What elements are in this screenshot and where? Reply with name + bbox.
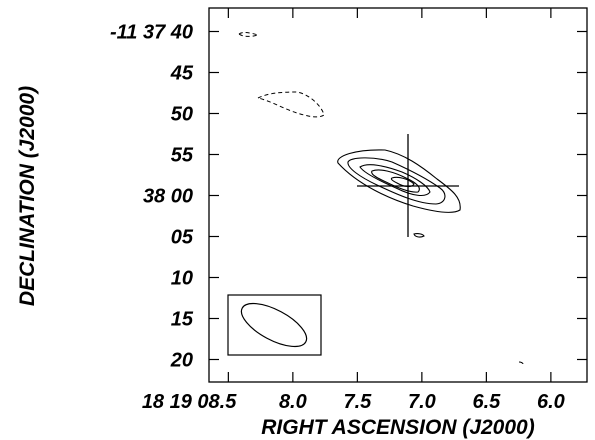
x-tick-label: 8.0 <box>279 391 307 413</box>
y-tick-label: 10 <box>171 268 193 290</box>
y-tick-label: 38 00 <box>143 186 193 208</box>
source-contours <box>337 149 461 238</box>
contour-level-2 <box>347 157 446 205</box>
x-tick-label: 6.0 <box>537 391 565 413</box>
contour-level-5 <box>390 176 415 188</box>
x-tick-label: 7.0 <box>408 391 436 413</box>
x-axis-title: RIGHT ASCENSION (J2000) <box>261 416 534 439</box>
y-tick-label: 55 <box>171 145 194 167</box>
ticks <box>209 8 587 382</box>
y-tick-label: 50 <box>171 104 193 126</box>
x-tick-labels: 18 19 08.5 8.0 7.5 7.0 6.5 6.0 <box>142 391 565 413</box>
beam-ellipse <box>240 302 308 348</box>
contour-small-blob <box>413 233 425 238</box>
x-tick-label: 7.5 <box>343 391 372 413</box>
negative-contour <box>256 91 325 118</box>
y-tick-labels: -11 37 40 45 50 55 38 00 05 10 15 20 <box>110 22 194 372</box>
contour-level-1 <box>337 149 461 213</box>
y-tick-label: -11 37 40 <box>110 22 193 44</box>
y-tick-label: 15 <box>171 309 194 331</box>
y-axis-title: DECLINATION (J2000) <box>16 86 39 306</box>
contour-level-3 <box>359 164 431 197</box>
x-tick-label: 6.5 <box>472 391 501 413</box>
y-tick-label: 20 <box>170 350 193 372</box>
beam-box <box>227 294 322 356</box>
contour-level-4 <box>371 169 420 193</box>
x-tick-label: 18 19 08.5 <box>142 391 237 413</box>
y-tick-label: 05 <box>171 227 194 249</box>
y-tick-label: 45 <box>170 63 194 85</box>
negative-contour <box>238 31 260 37</box>
position-cross <box>357 134 459 237</box>
noise-mark <box>518 361 524 365</box>
